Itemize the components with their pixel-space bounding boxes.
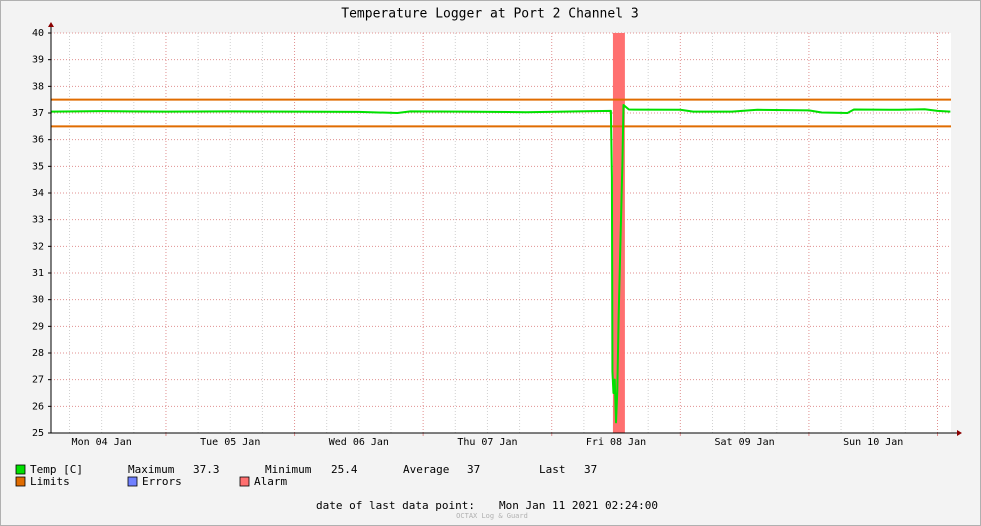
y-tick-label: 29 — [32, 321, 44, 332]
y-tick-label: 38 — [32, 81, 44, 92]
x-tick-label: Wed 06 Jan — [329, 437, 389, 448]
alarm-span — [612, 33, 625, 433]
stat-label: Last — [539, 463, 566, 476]
y-tick-label: 33 — [32, 215, 44, 226]
legend-swatch — [15, 476, 26, 487]
legend-label: Alarm — [254, 475, 287, 488]
watermark: OCTAX Log & Guard — [456, 512, 528, 520]
x-tick-label: Fri 08 Jan — [586, 437, 646, 448]
stat-value: 25.4 — [331, 463, 358, 476]
marks — [51, 33, 951, 433]
y-tick-label: 34 — [32, 188, 44, 199]
legend-swatch — [15, 464, 26, 475]
y-tick-label: 32 — [32, 241, 44, 252]
legend-swatch — [239, 476, 250, 487]
stat-label: Average — [403, 463, 449, 476]
y-arrow — [48, 22, 54, 27]
y-tick-label: 28 — [32, 348, 44, 359]
y-tick-label: 39 — [32, 55, 44, 66]
legend-label: Limits — [30, 475, 70, 488]
y-tick-label: 30 — [32, 295, 44, 306]
x-tick-label: Sat 09 Jan — [715, 437, 775, 448]
legend-label: Temp [C] — [30, 463, 83, 476]
legend-label: Errors — [142, 475, 182, 488]
x-tick-label: Tue 05 Jan — [200, 437, 260, 448]
legend-swatch — [127, 476, 138, 487]
x-arrow — [957, 430, 962, 436]
y-tick-label: 31 — [32, 268, 44, 279]
series-line — [51, 104, 951, 424]
footer-label: date of last data point: — [316, 499, 475, 512]
x-tick-label: Sun 10 Jan — [843, 437, 903, 448]
stat-label: Maximum — [128, 463, 175, 476]
stat-label: Minimum — [265, 463, 312, 476]
legend: Temp [C] Maximum 37.3 Minimum 25.4 Average 37 L… — [15, 463, 658, 520]
plot-area — [51, 33, 951, 433]
y-tick-label: 27 — [32, 375, 44, 386]
stat-value: 37 — [467, 463, 480, 476]
chart-title: Temperature Logger at Port 2 Channel 3 — [341, 7, 638, 22]
y-tick-label: 26 — [32, 401, 44, 412]
footer-value: Mon Jan 11 2021 02:24:00 — [499, 499, 658, 512]
x-tick-label: Mon 04 Jan — [72, 437, 132, 448]
stat-value: 37.3 — [193, 463, 220, 476]
y-tick-label: 37 — [32, 108, 44, 119]
y-tick-label: 40 — [32, 28, 44, 39]
x-tick-label: Thu 07 Jan — [457, 437, 517, 448]
y-tick-label: 25 — [32, 428, 44, 439]
axes — [48, 22, 962, 436]
stat-value: 37 — [584, 463, 597, 476]
y-tick-label: 36 — [32, 135, 44, 146]
y-tick-label: 35 — [32, 161, 44, 172]
